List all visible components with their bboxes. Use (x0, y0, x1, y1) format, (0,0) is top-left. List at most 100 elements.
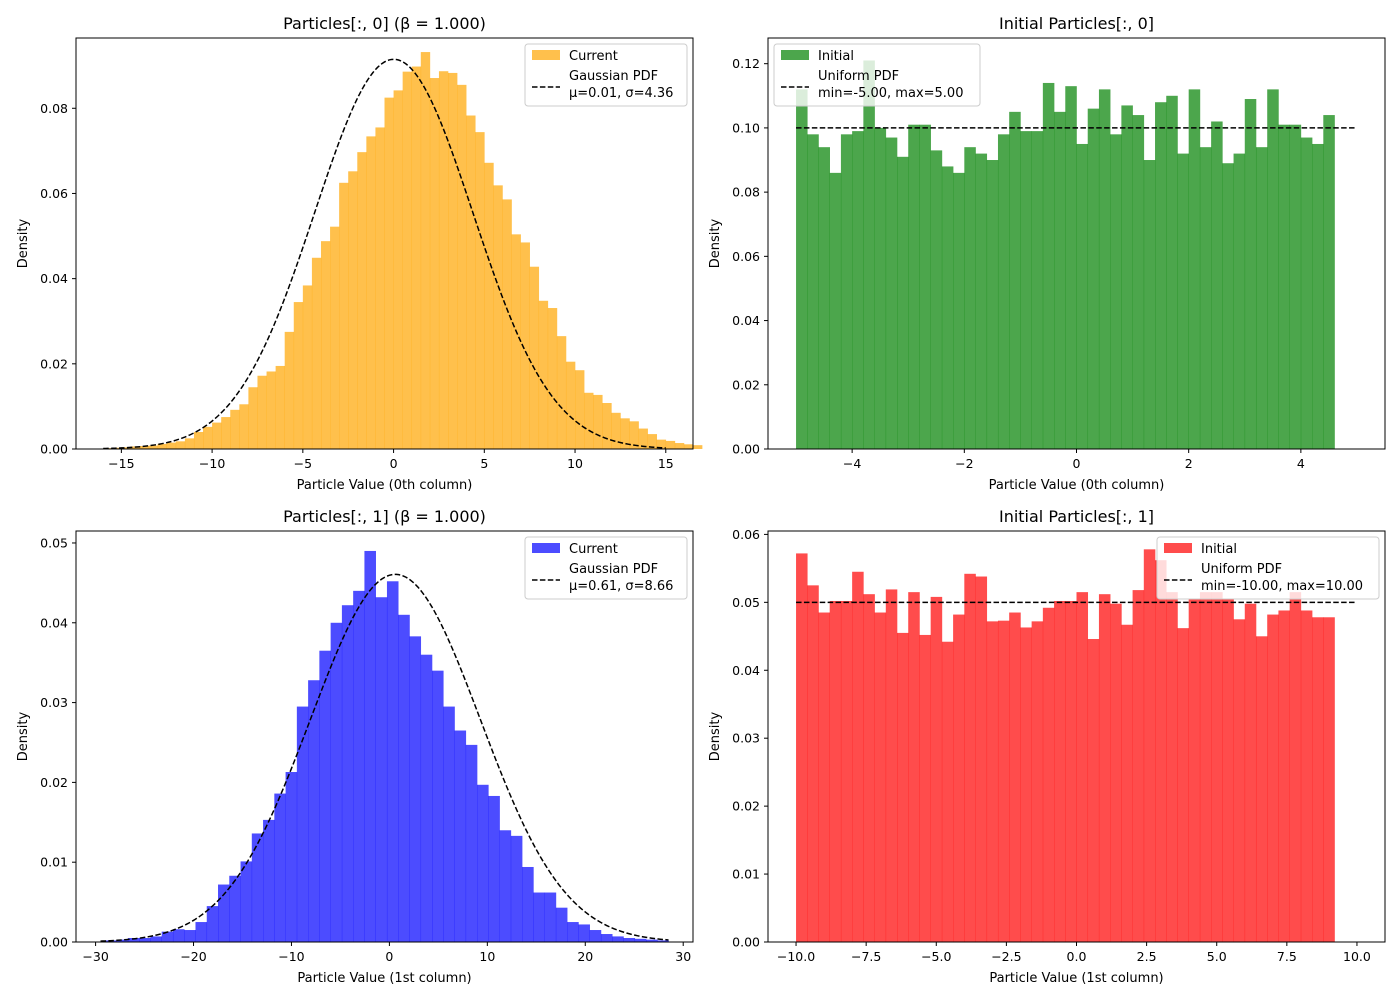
hist-bar (175, 441, 186, 449)
hist-bar (193, 431, 204, 449)
hist-bar (638, 428, 648, 449)
hist-bar (1042, 607, 1055, 942)
hist-bar (874, 127, 887, 449)
hist-bar (818, 612, 830, 942)
hist-bar (161, 931, 174, 942)
x-tick-label: −7.5 (851, 949, 881, 964)
hist-bar (275, 365, 285, 449)
x-tick-label: 10 (479, 949, 495, 964)
hist-bar (420, 52, 431, 449)
hist-bar (1255, 147, 1268, 449)
legend-label-hist: Initial (818, 49, 854, 64)
x-tick-label: −2 (955, 456, 973, 471)
hist-bar (443, 706, 455, 942)
hist-bar (239, 404, 249, 449)
hist-bar (829, 600, 842, 942)
hist-bar (477, 784, 489, 942)
y-tick-label: 0.03 (40, 695, 68, 710)
hist-bar (488, 795, 500, 942)
legend-label-pdf-params: min=-5.00, max=5.00 (818, 86, 963, 101)
chart-title: Particles[:, 0] (β = 1.000) (283, 14, 486, 33)
y-tick-label: 0.01 (40, 855, 68, 870)
hist-bar (885, 589, 898, 942)
x-tick-label: −5.0 (921, 949, 951, 964)
hist-bar (647, 434, 658, 449)
hist-bar (330, 226, 340, 449)
x-tick-label: 5.0 (1207, 949, 1227, 964)
hist-bar (1065, 86, 1077, 449)
legend-label-pdf: Uniform PDF (818, 69, 899, 84)
hist-bar (578, 924, 590, 942)
hist-bar (897, 156, 909, 449)
hist-bar (251, 833, 264, 942)
hist-bar (1143, 160, 1156, 449)
hist-bar (620, 418, 630, 449)
x-tick-label: −10 (199, 456, 225, 471)
hist-bar (240, 861, 253, 942)
hist-bar (555, 907, 568, 942)
hist-bar (139, 938, 151, 942)
x-axis-label: Particle Value (1st column) (989, 971, 1163, 986)
hist-bar (953, 614, 965, 942)
hist-bar (1020, 131, 1032, 449)
hist-bar (997, 134, 1010, 449)
hist-bar (203, 426, 213, 449)
chart-title: Initial Particles[:, 1] (999, 507, 1154, 526)
hist-bar (953, 172, 965, 449)
hist-bar (1155, 102, 1167, 449)
x-tick-label: 20 (577, 949, 593, 964)
hist-bar (212, 422, 222, 449)
x-tick-label: 0 (390, 456, 398, 471)
hist-bar (1188, 89, 1201, 449)
hist-bar (575, 370, 585, 449)
legend-label-hist: Current (569, 542, 618, 557)
x-axis-label: Particle Value (0th column) (989, 478, 1165, 493)
hist-bar (538, 300, 549, 449)
y-tick-label: 0.04 (40, 271, 68, 286)
hist-bars-0 (103, 52, 703, 450)
hist-bar (466, 115, 476, 450)
hist-bar (499, 830, 512, 942)
legend-label-pdf: Gaussian PDF (569, 562, 658, 577)
hist-bar (634, 938, 647, 942)
y-tick-label: 0.00 (732, 442, 760, 457)
hist-bar (230, 409, 240, 449)
hist-bar (229, 875, 241, 942)
hist-bar (1323, 617, 1335, 942)
hist-bar (600, 934, 613, 942)
hist-bar (357, 152, 367, 449)
legend-label-pdf-params: μ=0.01, σ=4.36 (569, 86, 673, 101)
hist-bar (852, 131, 864, 449)
y-tick-label: 0.06 (732, 527, 760, 542)
hist-bar (375, 597, 388, 942)
legend-label-pdf: Uniform PDF (1201, 562, 1282, 577)
hist-bar (1166, 95, 1178, 449)
axes-frame (75, 530, 694, 943)
x-tick-label: 30 (675, 949, 691, 964)
x-tick-label: −30 (82, 949, 108, 964)
y-axis-label: Density (16, 711, 31, 761)
hist-bar (1065, 600, 1077, 942)
hist-bar (629, 421, 639, 449)
hist-bar (1009, 111, 1021, 449)
hist-bar (602, 403, 612, 449)
hist-bar (248, 387, 258, 449)
hist-bar (184, 930, 196, 942)
hist-bar (454, 730, 467, 942)
legend-swatch-hist (532, 543, 560, 553)
y-tick-label: 0.00 (732, 935, 760, 950)
x-tick-label: −5 (294, 456, 312, 471)
hist-bar (1098, 594, 1111, 942)
y-axis-label: Density (708, 711, 723, 761)
hist-bar (1244, 99, 1257, 449)
hist-bar (319, 650, 331, 942)
hist-bar (874, 612, 887, 942)
hist-bar (1177, 153, 1189, 449)
hist-bar (941, 166, 954, 449)
hist-bar (206, 906, 219, 942)
hist-bar (148, 445, 158, 449)
hist-bar (364, 550, 376, 942)
legend: Initial Uniform PDF min=-10.00, max=10.00 (1156, 536, 1380, 600)
y-tick-label: 0.04 (40, 615, 68, 630)
legend-label-pdf-params: min=-10.00, max=10.00 (1201, 579, 1363, 594)
